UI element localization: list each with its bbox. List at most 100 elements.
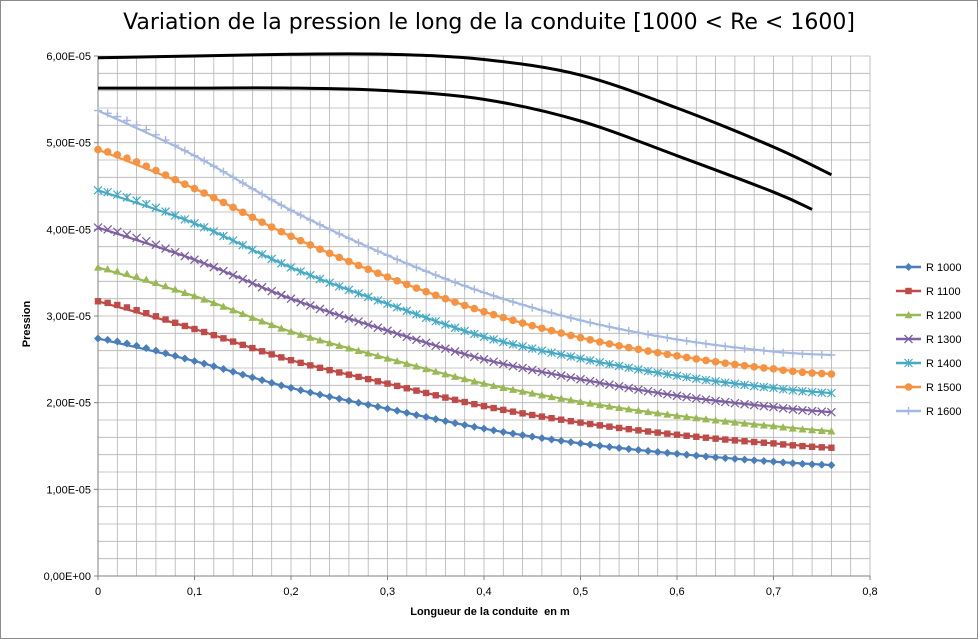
- data-point: [229, 173, 238, 182]
- data-point: [605, 402, 614, 410]
- data-point: [537, 367, 547, 377]
- data-point: [596, 422, 603, 429]
- series-group: [93, 52, 836, 470]
- data-point: [422, 267, 431, 276]
- data-point: [711, 416, 720, 424]
- data-point: [412, 410, 421, 419]
- data-point: [489, 335, 499, 344]
- y-tick-label: 0,00E+00: [44, 571, 91, 583]
- data-point: [161, 171, 170, 179]
- data-point: [508, 385, 517, 393]
- data-point: [489, 357, 499, 367]
- data-point: [210, 193, 218, 202]
- legend-label: R 1400: [926, 358, 961, 370]
- data-point: [654, 429, 661, 436]
- data-point: [789, 367, 797, 376]
- data-point: [691, 393, 701, 403]
- data-point: [750, 363, 758, 371]
- grid: [97, 55, 871, 577]
- data-point: [527, 344, 537, 354]
- data-point: [586, 318, 595, 327]
- data-point: [576, 374, 585, 384]
- data-point: [94, 106, 102, 115]
- data-point: [219, 364, 228, 373]
- data-point: [306, 388, 315, 397]
- series-black-curve-7: [97, 52, 833, 177]
- data-point: [392, 329, 402, 339]
- data-point: [94, 298, 102, 305]
- data-point: [682, 392, 692, 402]
- data-point: [788, 404, 798, 414]
- data-point: [258, 317, 267, 325]
- data-point: [711, 396, 721, 406]
- data-point: [721, 342, 730, 351]
- data-point: [653, 388, 663, 398]
- data-point: [460, 421, 469, 430]
- data-point: [538, 413, 546, 420]
- data-point: [547, 308, 556, 317]
- series-line: [97, 337, 832, 467]
- data-point: [692, 414, 701, 422]
- y-tick-label: 5,00E-05: [46, 138, 91, 150]
- data-point: [190, 255, 199, 265]
- data-point: [373, 351, 382, 360]
- data-point: [393, 276, 401, 285]
- data-point: [904, 407, 913, 415]
- data-point: [200, 156, 209, 165]
- data-point: [672, 371, 682, 381]
- data-point: [828, 444, 835, 451]
- data-point: [325, 307, 335, 317]
- data-point: [499, 313, 508, 322]
- data-point: [354, 317, 364, 327]
- data-point: [267, 320, 276, 329]
- data-point: [142, 162, 151, 170]
- data-point: [220, 335, 227, 342]
- data-point: [720, 378, 730, 388]
- data-point: [528, 389, 537, 397]
- data-point: [557, 394, 566, 402]
- data-point: [798, 459, 807, 468]
- data-point: [740, 419, 749, 427]
- data-point: [239, 341, 246, 349]
- series-line: [97, 52, 833, 177]
- data-point: [93, 185, 103, 195]
- data-point: [663, 350, 672, 359]
- data-point: [238, 370, 247, 379]
- data-point: [374, 269, 382, 278]
- data-point: [325, 225, 334, 234]
- data-point: [325, 249, 334, 258]
- data-point: [334, 310, 344, 320]
- data-point: [460, 375, 469, 383]
- data-point: [653, 332, 662, 341]
- data-point: [103, 265, 112, 273]
- data-point: [730, 418, 739, 426]
- data-point: [518, 363, 528, 373]
- data-point: [209, 227, 219, 236]
- series-r-1500: [94, 145, 836, 378]
- data-point: [344, 285, 354, 295]
- data-point: [711, 341, 720, 350]
- data-point: [171, 351, 180, 360]
- data-point: [287, 232, 295, 241]
- data-point: [441, 274, 450, 283]
- legend-label: R 1000: [926, 262, 961, 274]
- data-point: [634, 345, 643, 354]
- data-point: [769, 365, 778, 373]
- data-point: [200, 189, 208, 197]
- data-point: [451, 298, 459, 306]
- series-r-1100: [94, 298, 835, 451]
- data-point: [276, 258, 286, 268]
- data-point: [740, 380, 749, 390]
- data-point: [548, 414, 555, 422]
- data-point: [141, 199, 151, 209]
- data-point: [170, 211, 180, 220]
- legend-item-r-1000: R 1000: [896, 262, 961, 274]
- data-point: [392, 302, 402, 312]
- data-point: [94, 263, 102, 271]
- data-point: [315, 220, 324, 229]
- data-point: [190, 151, 199, 160]
- data-point: [566, 313, 575, 322]
- data-point: [345, 371, 353, 378]
- data-point: [788, 349, 797, 358]
